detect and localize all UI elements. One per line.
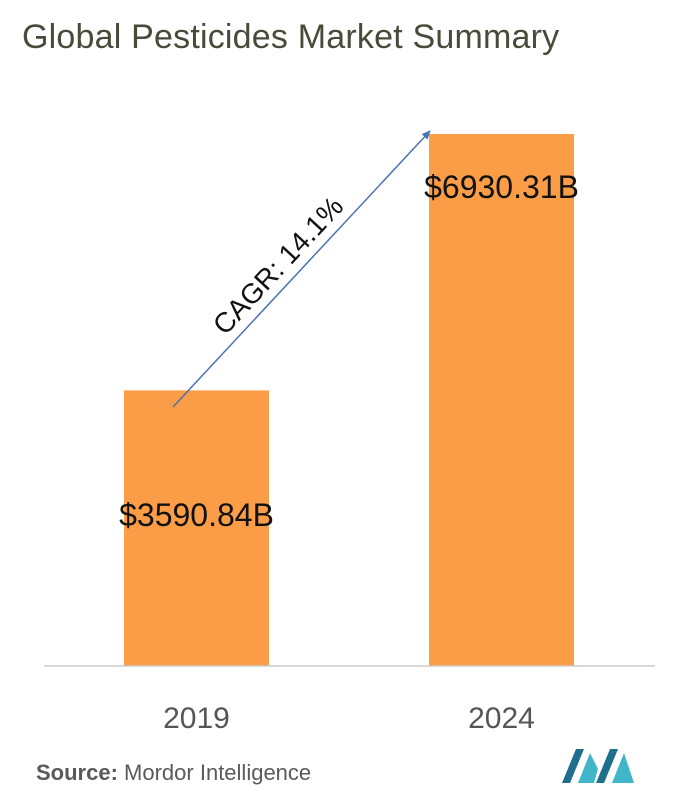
bar-2024 (429, 134, 574, 666)
x-tick-label-2024: 2024 (468, 702, 535, 735)
source-note: Source: Mordor Intelligence (36, 760, 311, 786)
source-name: Mordor Intelligence (124, 760, 312, 785)
data-label-2024: $6930.31B (424, 169, 579, 205)
bar-2019 (124, 390, 269, 666)
cagr-annotation: CAGR: 14.1% (207, 191, 350, 341)
cagr-arrow (172, 130, 431, 408)
chart-title: Global Pesticides Market Summary (22, 18, 560, 56)
x-tick-label-2019: 2019 (163, 702, 230, 735)
mordor-intelligence-logo (562, 749, 634, 783)
source-label: Source: (36, 760, 118, 785)
data-label-2019: $3590.84B (119, 497, 274, 533)
